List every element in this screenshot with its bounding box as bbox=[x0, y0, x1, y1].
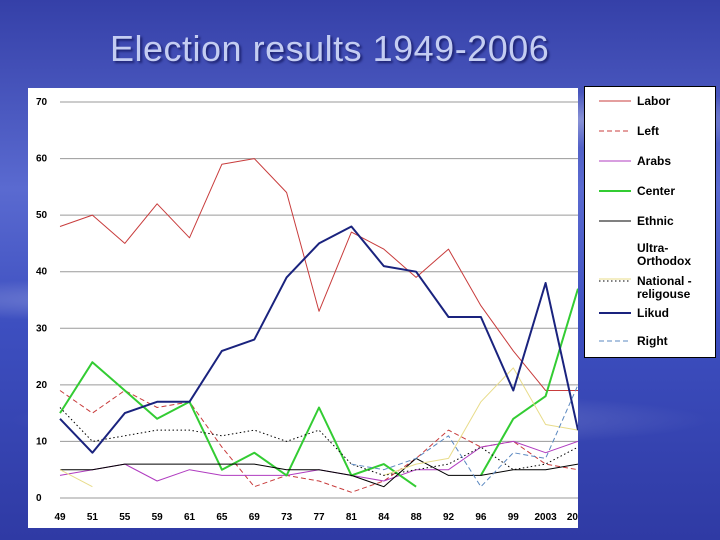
series-line-ultra-orthodox bbox=[59, 367, 579, 488]
series-line-national-religouse bbox=[59, 407, 579, 476]
x-tick-label: 84 bbox=[378, 512, 390, 523]
x-tick-label: 59 bbox=[152, 512, 164, 523]
series-line-labor bbox=[59, 158, 578, 391]
slide-title: Election results 1949-2006 bbox=[110, 28, 550, 69]
series-line-right bbox=[351, 384, 579, 488]
y-tick-label: 50 bbox=[36, 210, 48, 221]
y-tick-label: 40 bbox=[36, 267, 48, 278]
x-tick-label: 77 bbox=[313, 512, 325, 523]
x-tick-label: 2006 bbox=[567, 512, 578, 523]
series-line-center bbox=[59, 288, 579, 488]
legend-svg: Labor Left Arabs Center Ethnic Ultra-Orthodox… bbox=[599, 94, 692, 348]
y-tick-label: 0 bbox=[36, 493, 42, 504]
x-tick-label: 51 bbox=[87, 512, 99, 523]
legend-label: Left bbox=[637, 124, 659, 138]
x-tick-label: 61 bbox=[184, 512, 196, 523]
x-tick-label: 55 bbox=[119, 512, 131, 523]
legend-label: Labor bbox=[637, 94, 671, 108]
y-tick-label: 60 bbox=[36, 154, 48, 165]
series-line-ethnic bbox=[60, 457, 579, 488]
legend-label: Ethnic bbox=[637, 214, 674, 228]
x-tick-label: 65 bbox=[216, 512, 228, 523]
series-line-arabs bbox=[59, 440, 579, 482]
x-tick-label: 69 bbox=[249, 512, 261, 523]
chart-area: 0 10 20 30 40 50 60 70 49 51 55 59 61 65 69 73 77 81 84 88 9… bbox=[28, 88, 590, 528]
series-line-likud bbox=[59, 225, 579, 454]
x-tick-label: 81 bbox=[346, 512, 358, 523]
line-chart: 0 10 20 30 40 50 60 70 49 51 55 59 61 65 69 73 77 81 84 88 9… bbox=[36, 97, 590, 523]
legend-label: Likud bbox=[637, 306, 669, 320]
legend-label: Ultra-Orthodox bbox=[637, 241, 691, 268]
legend-label: Center bbox=[637, 184, 675, 198]
y-tick-label: 30 bbox=[36, 323, 48, 334]
x-tick-label: 73 bbox=[281, 512, 293, 523]
y-tick-label: 20 bbox=[36, 380, 48, 391]
legend-label: National -religouse bbox=[637, 274, 692, 301]
x-tick-label: 2003 bbox=[535, 512, 558, 523]
legend-label: Arabs bbox=[637, 154, 671, 168]
legend-label: Right bbox=[637, 334, 668, 348]
y-tick-label: 10 bbox=[36, 436, 48, 447]
x-tick-label: 99 bbox=[508, 512, 520, 523]
y-tick-label: 70 bbox=[36, 97, 48, 108]
x-tick-label: 92 bbox=[443, 512, 455, 523]
chart-legend: Labor Left Arabs Center Ethnic Ultra-Orthodox… bbox=[584, 86, 716, 358]
x-tick-label: 96 bbox=[475, 512, 487, 523]
x-tick-label: 88 bbox=[411, 512, 423, 523]
x-tick-label: 49 bbox=[54, 512, 66, 523]
